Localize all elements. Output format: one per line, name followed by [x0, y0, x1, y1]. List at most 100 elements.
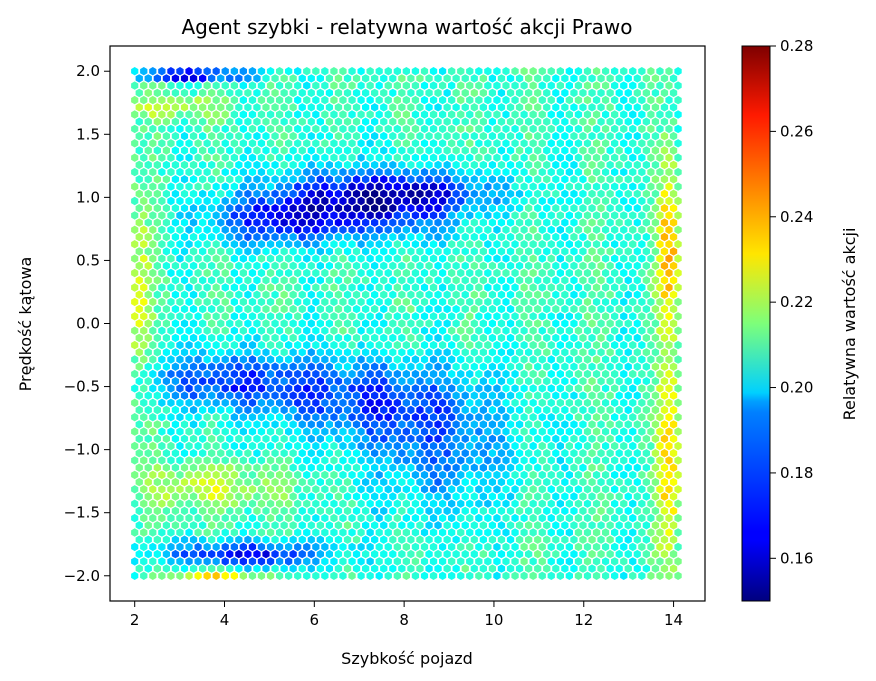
hexbin-cell [475, 369, 483, 379]
hexbin-cell [280, 377, 288, 386]
hexbin-cell [520, 542, 528, 552]
hexbin-cell [221, 312, 229, 321]
hexbin-cell [552, 103, 560, 112]
hexbin-cell [402, 268, 410, 278]
hexbin-cell [239, 240, 247, 249]
hexbin-cell [357, 153, 365, 162]
hexbin-cell [525, 449, 533, 458]
hexbin-cell [620, 413, 628, 422]
hexbin-cell [602, 427, 610, 436]
hexbin-cell [325, 477, 333, 487]
hexbin-cell [547, 456, 555, 465]
hexbin-cell [321, 513, 329, 523]
hexbin-cell [303, 369, 311, 379]
hexbin-cell [189, 304, 198, 314]
hexbin-cell [180, 449, 189, 458]
hexbin-cell [461, 405, 469, 415]
hexbin-cell [189, 477, 198, 487]
hexbin-cell [366, 340, 374, 350]
hexbin-cell [208, 175, 216, 184]
hexbin-cell [470, 319, 478, 328]
hexbin-cell [276, 340, 284, 350]
hexbin-cell [515, 218, 524, 227]
hexbin-cell [176, 441, 184, 451]
hexbin-cell [407, 549, 415, 559]
hexbin-cell [375, 95, 383, 105]
hexbin-cell [561, 160, 569, 170]
hexbin-cell [497, 117, 506, 126]
hexbin-cell [262, 189, 270, 198]
hexbin-cell [448, 369, 456, 379]
hexbin-cell [506, 189, 515, 198]
hexbin-cell [294, 499, 302, 508]
hexbin-cell [158, 398, 166, 407]
hexbin-cell [289, 160, 297, 170]
hexbin-cell [167, 211, 175, 220]
hexbin-cell [180, 319, 189, 328]
hexbin-cell [448, 283, 456, 292]
hexbin-cell [561, 549, 569, 559]
hexbin-cell [244, 103, 252, 112]
hexbin-cell [312, 571, 320, 580]
hexbin-cell [543, 261, 551, 270]
hexbin-cell [552, 146, 560, 155]
hexbin-cell [520, 398, 528, 407]
hexbin-cell [162, 261, 170, 270]
hexbin-cell [502, 211, 510, 220]
hexbin-cell [620, 571, 628, 580]
hexbin-cell [669, 131, 678, 141]
hexbin-cell [656, 139, 664, 148]
hexbin-cell [669, 492, 678, 501]
hexbin-cell [574, 413, 583, 422]
hexbin-cell [552, 449, 560, 458]
x-tick-label: 6 [310, 611, 320, 629]
hexbin-cell [221, 398, 229, 407]
hexbin-cell [171, 362, 180, 371]
hexbin-cell [556, 67, 564, 76]
hexbin-cell [520, 369, 528, 379]
hexbin-cell [543, 146, 551, 155]
hexbin-cell [389, 160, 397, 170]
hexbin-cell [583, 355, 592, 364]
hexbin-cell [266, 470, 275, 480]
hexbin-cell [131, 240, 139, 249]
hexbin-cell [407, 449, 415, 458]
hexbin-cell [434, 131, 442, 141]
hexbin-cell [434, 232, 442, 242]
hexbin-cell [389, 492, 397, 501]
hexbin-cell [547, 139, 555, 148]
hexbin-cell [493, 369, 501, 379]
hexbin-cell [289, 377, 297, 386]
hexbin-cell [638, 470, 646, 480]
hexbin-cell [497, 247, 506, 256]
y-tick-label: 0.0 [76, 315, 100, 333]
hexbin-cell [348, 110, 356, 119]
hexbin-cell [429, 369, 438, 379]
hexbin-cell [257, 499, 266, 508]
hexbin-cell [294, 81, 302, 90]
hexbin-cell [208, 362, 216, 371]
hexbin-cell [221, 110, 229, 119]
hexbin-cell [135, 377, 143, 386]
hexbin-cell [266, 182, 275, 191]
hexbin-cell [547, 326, 555, 335]
hexbin-cell [543, 218, 551, 227]
hexbin-cell [651, 160, 660, 170]
hexbin-cell [497, 434, 506, 443]
hexbin-cell [624, 477, 632, 487]
hexbin-cell [497, 146, 506, 155]
hexbin-cell [579, 521, 587, 530]
hexbin-cell [393, 369, 401, 379]
hexbin-cell [144, 189, 152, 198]
hexbin-cell [167, 110, 175, 119]
hexbin-cell [497, 535, 506, 544]
hexbin-cell [624, 506, 632, 516]
hexbin-cell [425, 160, 433, 170]
hexbin-cell [171, 348, 180, 357]
hexbin-cell [262, 506, 270, 516]
hexbin-cell [230, 110, 238, 119]
hexbin-cell [579, 290, 587, 299]
hexbin-cell [180, 564, 189, 573]
hexbin-cell [633, 492, 641, 501]
hexbin-cell [171, 405, 180, 415]
